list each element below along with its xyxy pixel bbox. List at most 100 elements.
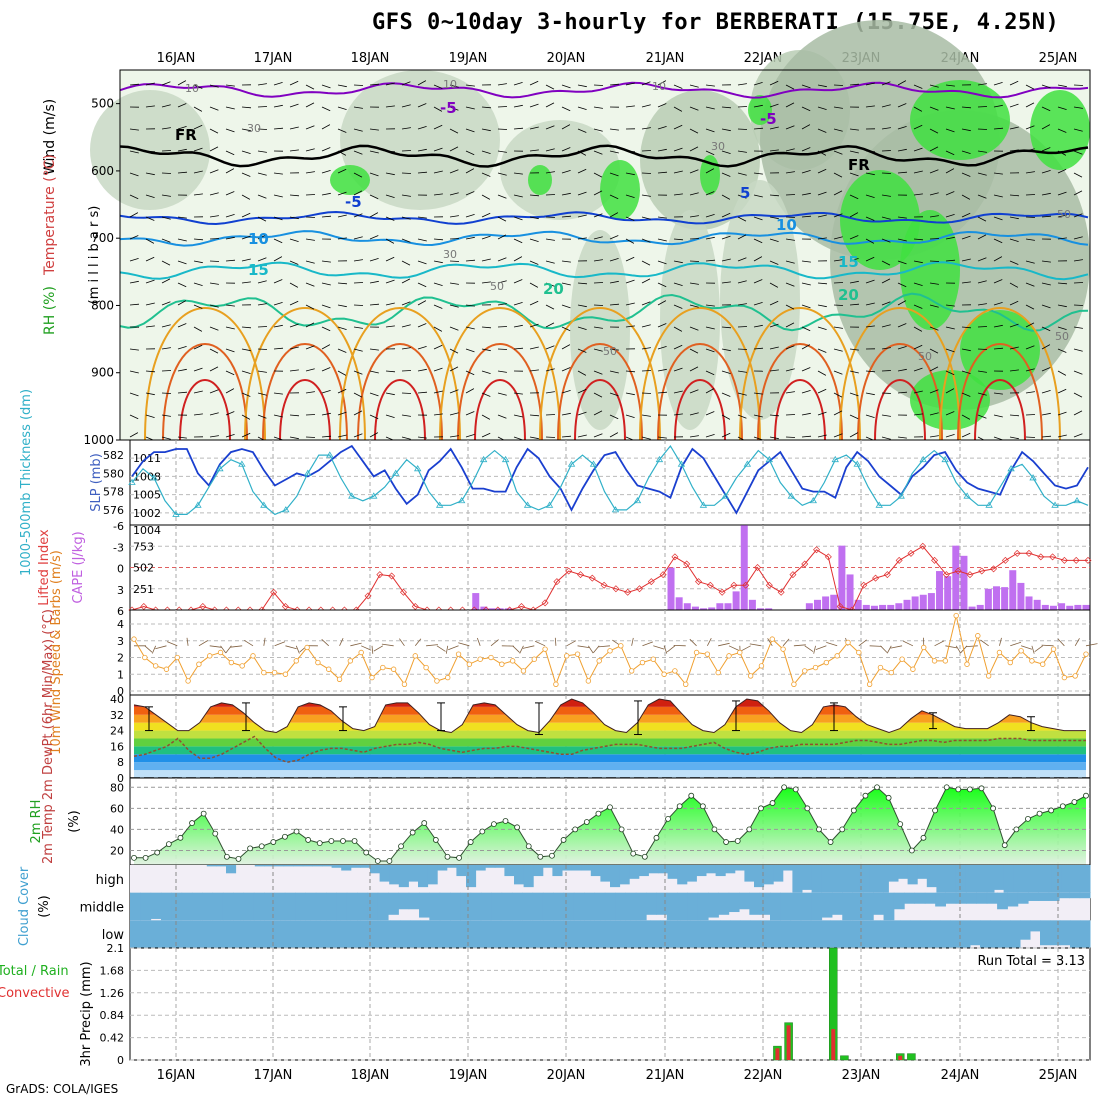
rh-point — [514, 824, 521, 831]
wind-barb-10m — [749, 643, 762, 647]
wind-barb — [161, 150, 172, 152]
wind-barb — [929, 238, 940, 240]
wind-barb — [545, 148, 555, 152]
wind-barb — [497, 280, 507, 284]
wind-barb — [961, 392, 971, 397]
wind-speed-point — [737, 649, 743, 656]
wind-barb — [913, 413, 923, 416]
wind-barb — [161, 278, 171, 284]
wind-speed-point — [271, 669, 278, 676]
wind-barb — [881, 436, 891, 440]
lifted-index-point — [789, 571, 797, 579]
wind-speed-point — [282, 671, 289, 677]
wind-barb — [785, 304, 795, 310]
warm-temperature-contour — [774, 379, 826, 441]
wind-barb — [129, 392, 139, 397]
thickness-point — [963, 492, 971, 499]
wind-barb — [849, 212, 859, 218]
wind-barb — [993, 256, 1003, 262]
wind-barb-10m — [980, 639, 989, 647]
wind-speed-point — [585, 678, 592, 684]
wind-axis-title: 10m Wind Speed & Barbs (m/s) — [49, 550, 64, 755]
cloud-bar — [274, 892, 286, 921]
wind-barb — [545, 125, 555, 130]
wind-barb — [129, 150, 139, 154]
cloud-bar — [1000, 920, 1011, 948]
cape-bar — [748, 599, 756, 610]
li-tick-label: 0 — [117, 563, 124, 576]
wind-speed-point — [152, 663, 159, 669]
temperature-contour-label: 20 — [838, 286, 859, 304]
slp-line — [131, 444, 1089, 515]
wind-barb — [369, 392, 379, 397]
cloud-bar — [305, 892, 317, 921]
wind-barb — [593, 433, 603, 438]
rh-point — [1025, 815, 1031, 822]
wind-barb — [977, 234, 987, 240]
wind-barb — [177, 282, 187, 288]
wind-barb — [145, 105, 155, 108]
cloud-bar — [893, 892, 905, 910]
wind-barb — [641, 81, 651, 86]
li-label: Lifted Index — [37, 529, 52, 606]
cloud-bar — [1007, 892, 1019, 907]
wind-barb — [225, 370, 235, 376]
wind-barb — [513, 392, 523, 395]
wind-barb — [993, 238, 1003, 244]
thickness-point — [677, 460, 686, 467]
cloud-bar — [284, 892, 296, 921]
wind-barb — [865, 238, 875, 244]
lifted-index-point — [695, 578, 703, 586]
wind-barb-10m — [782, 638, 790, 647]
wind-barb — [881, 260, 891, 266]
wind-barb — [593, 150, 603, 155]
wind-barb — [753, 436, 763, 441]
wind-barb — [401, 172, 412, 174]
wind-speed-point — [380, 664, 386, 671]
precip-tick-label: 0 — [117, 1054, 124, 1067]
pressure-tick-label: 500 — [91, 97, 114, 111]
wind-barb — [737, 326, 748, 328]
wind-barb-10m — [426, 644, 438, 647]
li-tick-label: 3 — [117, 584, 124, 597]
wind-barb — [305, 345, 315, 350]
lifted-index-point — [517, 602, 525, 610]
wind-barb-10m — [767, 638, 773, 647]
wind-barb — [1009, 436, 1019, 440]
wind-barb — [321, 435, 332, 438]
wind-speed-point — [726, 653, 732, 659]
lifted-index-point — [742, 581, 750, 589]
temperature-tick-label: 32 — [110, 709, 124, 722]
wind-barb-10m — [826, 642, 838, 647]
wind-barb — [273, 104, 283, 108]
thickness-axis-title: 1000-500mb Thickness (dm) — [19, 389, 34, 576]
wind-barb — [337, 128, 347, 133]
wind-barb — [385, 238, 395, 244]
wind-barb — [785, 436, 796, 438]
cloud-bar — [470, 920, 481, 948]
wind-barb — [369, 414, 379, 420]
day-label-bottom: 16JAN — [157, 1068, 196, 1083]
wind-barb — [1057, 434, 1067, 438]
cloud-bar — [408, 892, 420, 910]
wind-barb — [753, 256, 763, 262]
wind-barb — [657, 300, 667, 306]
wind-barb — [641, 414, 651, 417]
wind-barb — [673, 282, 683, 286]
wind-tick-label: 3 — [117, 635, 124, 648]
cape-bar — [870, 605, 878, 610]
wind-barb — [961, 326, 972, 329]
wind-barb — [1025, 282, 1035, 287]
wind-barb — [737, 414, 747, 419]
cloud-bar — [860, 920, 871, 948]
wind-barb — [817, 348, 827, 353]
temperature-band — [134, 738, 1086, 747]
wind-barb-10m — [371, 645, 374, 654]
wind-barb — [721, 370, 731, 374]
rh-point — [316, 840, 323, 846]
rh-shading — [500, 120, 620, 220]
rh-point — [282, 833, 288, 840]
wind-speed-point — [293, 658, 299, 664]
rh-point — [827, 839, 834, 845]
cloud-bar — [390, 920, 401, 948]
